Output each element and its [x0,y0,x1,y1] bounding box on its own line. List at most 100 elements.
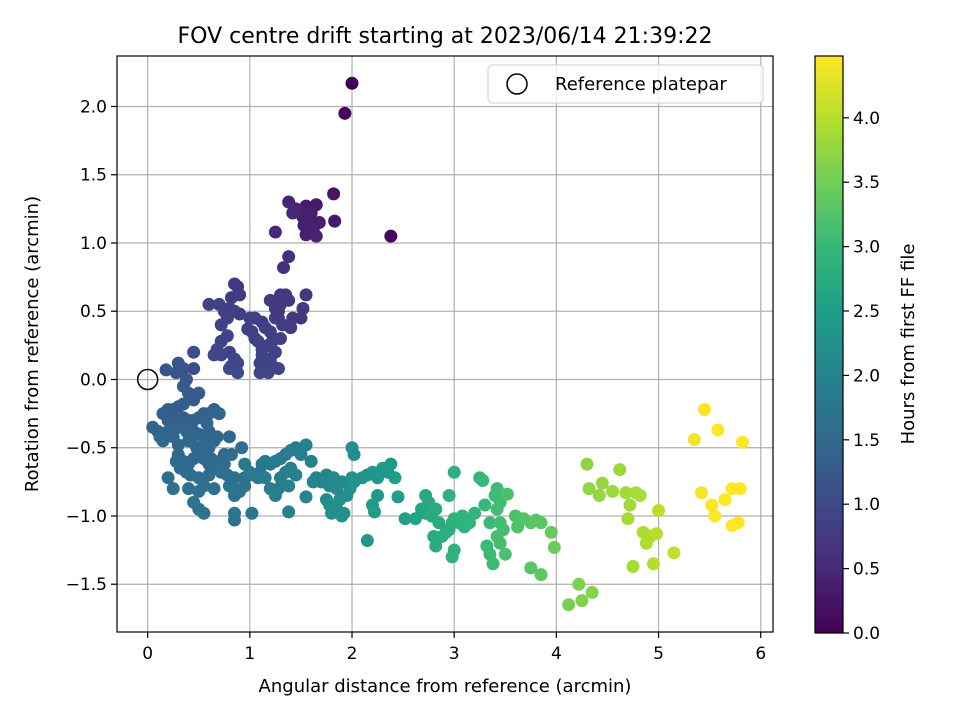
data-point [429,539,443,553]
data-point [360,534,374,548]
x-tick-label: 4 [551,644,562,664]
data-point [619,486,633,500]
data-point [294,311,308,325]
data-point [282,250,296,264]
data-point [159,363,173,377]
data-point [711,423,725,437]
data-point [621,512,635,526]
data-point [282,505,296,519]
data-point [161,471,175,485]
data-point [338,106,352,120]
colorbar [814,55,844,634]
data-point [733,482,747,496]
data-point [562,598,576,612]
data-point [613,463,627,477]
data-point [304,454,318,468]
data-point [490,482,504,496]
data-point [490,502,504,516]
data-point [398,512,412,526]
data-point [207,482,221,496]
x-tick-label: 5 [653,644,664,664]
data-point [652,504,666,518]
data-point [200,416,214,430]
data-point [187,362,201,376]
data-point [302,206,316,220]
data-point [442,489,456,503]
data-point [327,187,341,201]
data-point [253,356,267,370]
data-point [268,489,282,503]
data-point [228,489,242,503]
data-point [268,225,282,239]
data-point [585,585,599,599]
data-point [261,338,275,352]
data-point [384,229,398,243]
data-point [217,304,231,318]
data-point [391,490,405,504]
x-axis-label: Angular distance from reference (arcmin) [259,676,632,697]
data-point [224,291,238,305]
colorbar-tick-label: 4.0 [853,109,880,129]
data-point [432,516,446,530]
y-tick-label: 0.0 [80,370,107,390]
data-point [463,516,477,530]
data-point [547,540,561,554]
data-point [335,509,349,523]
data-point [595,476,609,490]
data-point [735,435,749,449]
data-point [258,321,272,335]
data-point [192,484,206,498]
data-point [238,457,252,471]
x-tick-label: 0 [142,644,153,664]
data-point [708,509,722,523]
plot-frame [116,55,774,633]
data-point [245,506,259,520]
colorbar-tick-label: 1.5 [853,431,880,451]
colorbar-tick-label: 0.0 [853,624,880,644]
y-axis-ticks: −1.5 −1.0 −0.5 0.0 0.5 1.0 1.5 2.0 [66,98,117,595]
y-axis-label: Rotation from reference (arcmin) [22,196,43,492]
data-point [187,345,201,359]
data-point [309,229,323,243]
data-point [210,430,224,444]
data-point [328,214,342,228]
data-point [299,438,313,452]
colorbar-tick-label: 1.0 [853,495,880,515]
data-point [294,448,308,462]
data-point [282,195,296,209]
colorbar-tick-label: 3.5 [853,173,880,193]
y-tick-label: −1.0 [66,507,107,527]
x-tick-label: 3 [449,644,460,664]
data-point [493,536,507,550]
y-tick-label: 2.0 [80,98,107,118]
x-tick-label: 2 [347,644,358,664]
legend-entry-reference: Reference platepar [555,74,727,95]
data-point [271,311,285,325]
data-point [345,76,359,90]
data-point [371,471,385,485]
data-point [233,307,247,321]
data-point [468,506,482,520]
data-point [202,457,216,471]
data-point [483,516,497,530]
data-point [187,393,201,407]
legend-reference-icon [506,73,528,95]
data-point [222,479,236,493]
colorbar-label: Hours from first FF file [898,244,919,445]
data-point [228,513,242,527]
legend: Reference platepar [487,64,764,104]
data-point [544,525,558,539]
data-point [171,438,185,452]
data-point [169,366,183,380]
y-tick-label: 1.5 [80,166,107,186]
data-point [286,206,300,220]
data-point [224,448,238,462]
data-point [580,457,594,471]
y-tick-label: 1.0 [80,234,107,254]
data-point [282,293,296,307]
y-tick-label: 0.5 [80,302,107,322]
data-point [705,498,719,512]
data-point [429,502,443,516]
data-point [623,498,637,512]
